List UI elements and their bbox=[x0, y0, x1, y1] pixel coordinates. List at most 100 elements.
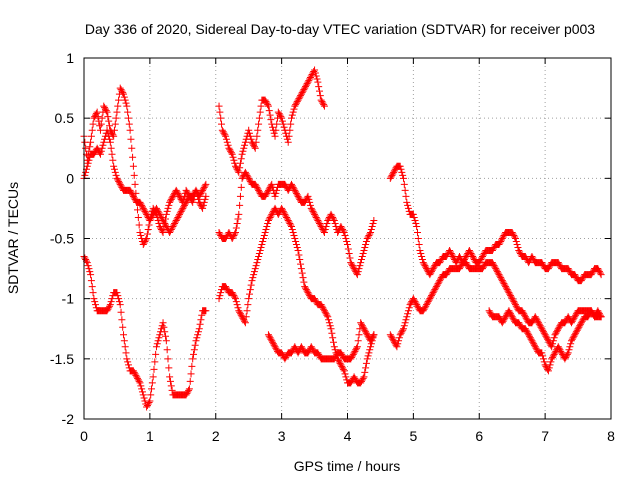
data-point bbox=[291, 343, 299, 351]
data-point bbox=[156, 222, 164, 230]
data-point bbox=[189, 198, 197, 206]
data-point-interp bbox=[358, 253, 366, 261]
data-point-interp bbox=[292, 241, 300, 249]
data-point-interp bbox=[254, 126, 262, 134]
data-point bbox=[222, 283, 230, 291]
data-point-interp bbox=[546, 361, 554, 369]
data-point bbox=[129, 192, 137, 200]
data-point bbox=[485, 307, 493, 315]
data-point-interp bbox=[137, 200, 145, 208]
data-point-interp bbox=[366, 230, 374, 238]
data-point-interp bbox=[306, 75, 314, 83]
data-point bbox=[146, 216, 154, 224]
data-point bbox=[597, 271, 605, 279]
data-point-interp bbox=[279, 207, 287, 215]
y-tick-label: 1 bbox=[66, 50, 74, 66]
data-point bbox=[495, 271, 503, 279]
data-point bbox=[436, 259, 444, 267]
data-point bbox=[564, 265, 572, 273]
data-point bbox=[185, 385, 193, 393]
data-point-interp bbox=[199, 201, 207, 209]
data-point bbox=[311, 210, 319, 218]
data-point-interp bbox=[395, 334, 403, 342]
data-point bbox=[367, 337, 375, 345]
data-point-interp bbox=[469, 254, 477, 262]
data-point bbox=[245, 295, 253, 303]
data-point bbox=[278, 114, 286, 122]
data-point-interp bbox=[244, 173, 252, 181]
data-point-interp bbox=[230, 231, 238, 239]
data-point-interp bbox=[288, 225, 296, 233]
series-track-j bbox=[485, 307, 605, 375]
data-point-interp bbox=[170, 221, 178, 229]
data-point bbox=[521, 325, 529, 333]
data-point bbox=[103, 307, 111, 315]
data-point-interp bbox=[342, 373, 350, 381]
data-point-interp bbox=[249, 140, 257, 148]
data-point bbox=[505, 307, 513, 315]
data-point bbox=[406, 301, 414, 309]
data-point-interp bbox=[341, 231, 349, 239]
data-point bbox=[169, 222, 177, 230]
data-point-interp bbox=[289, 108, 297, 116]
data-point-interp bbox=[285, 218, 293, 226]
data-point-interp bbox=[418, 256, 426, 264]
data-point-interp bbox=[400, 322, 408, 330]
data-point-interp bbox=[229, 153, 237, 161]
data-point-interp bbox=[270, 129, 278, 137]
data-point-interp bbox=[229, 290, 237, 298]
data-point bbox=[360, 373, 368, 381]
data-point-interp bbox=[305, 195, 313, 203]
data-point-interp bbox=[298, 89, 306, 97]
data-point-interp bbox=[247, 135, 255, 143]
data-point-interp bbox=[463, 260, 471, 268]
data-point-interp bbox=[164, 204, 172, 212]
data-point bbox=[162, 337, 170, 345]
data-point-interp bbox=[539, 328, 547, 336]
data-point bbox=[225, 228, 233, 236]
data-point-interp bbox=[288, 111, 296, 119]
data-point bbox=[281, 355, 289, 363]
data-point-interp bbox=[500, 316, 508, 324]
data-point-interp bbox=[124, 361, 132, 369]
data-point-interp bbox=[302, 286, 310, 294]
data-point-interp bbox=[168, 224, 176, 232]
data-point-interp bbox=[500, 280, 508, 288]
data-point-interp bbox=[427, 268, 435, 276]
data-point bbox=[271, 204, 279, 212]
data-point-interp bbox=[286, 219, 294, 227]
data-point-interp bbox=[540, 358, 548, 366]
data-point-interp bbox=[246, 129, 254, 137]
data-point bbox=[531, 343, 539, 351]
data-point bbox=[251, 180, 259, 188]
data-point-interp bbox=[316, 219, 324, 227]
data-point bbox=[393, 343, 401, 351]
data-point-interp bbox=[112, 171, 120, 179]
x-tick-label: 2 bbox=[212, 428, 220, 444]
data-point bbox=[222, 235, 230, 242]
data-point-interp bbox=[282, 129, 290, 137]
data-point-interp bbox=[302, 81, 310, 89]
data-point bbox=[192, 186, 200, 194]
data-point-interp bbox=[398, 328, 406, 336]
data-point-interp bbox=[241, 141, 249, 149]
data-point bbox=[564, 313, 572, 321]
data-point-interp bbox=[395, 337, 403, 345]
data-point-interp bbox=[425, 296, 433, 304]
data-point bbox=[370, 216, 378, 224]
data-point bbox=[106, 138, 114, 146]
data-point-interp bbox=[87, 132, 95, 140]
data-point bbox=[271, 132, 279, 140]
data-point-interp bbox=[292, 99, 300, 107]
data-point bbox=[241, 168, 249, 176]
chart-title: Day 336 of 2020, Sidereal Day-to-day VTE… bbox=[85, 21, 595, 37]
data-point-interp bbox=[446, 248, 454, 256]
data-point-interp bbox=[308, 344, 316, 352]
data-point bbox=[350, 373, 358, 381]
data-point bbox=[324, 313, 332, 321]
data-point-interp bbox=[98, 114, 106, 122]
data-point-interp bbox=[404, 204, 412, 212]
data-point-interp bbox=[262, 225, 270, 233]
data-point bbox=[390, 168, 398, 176]
